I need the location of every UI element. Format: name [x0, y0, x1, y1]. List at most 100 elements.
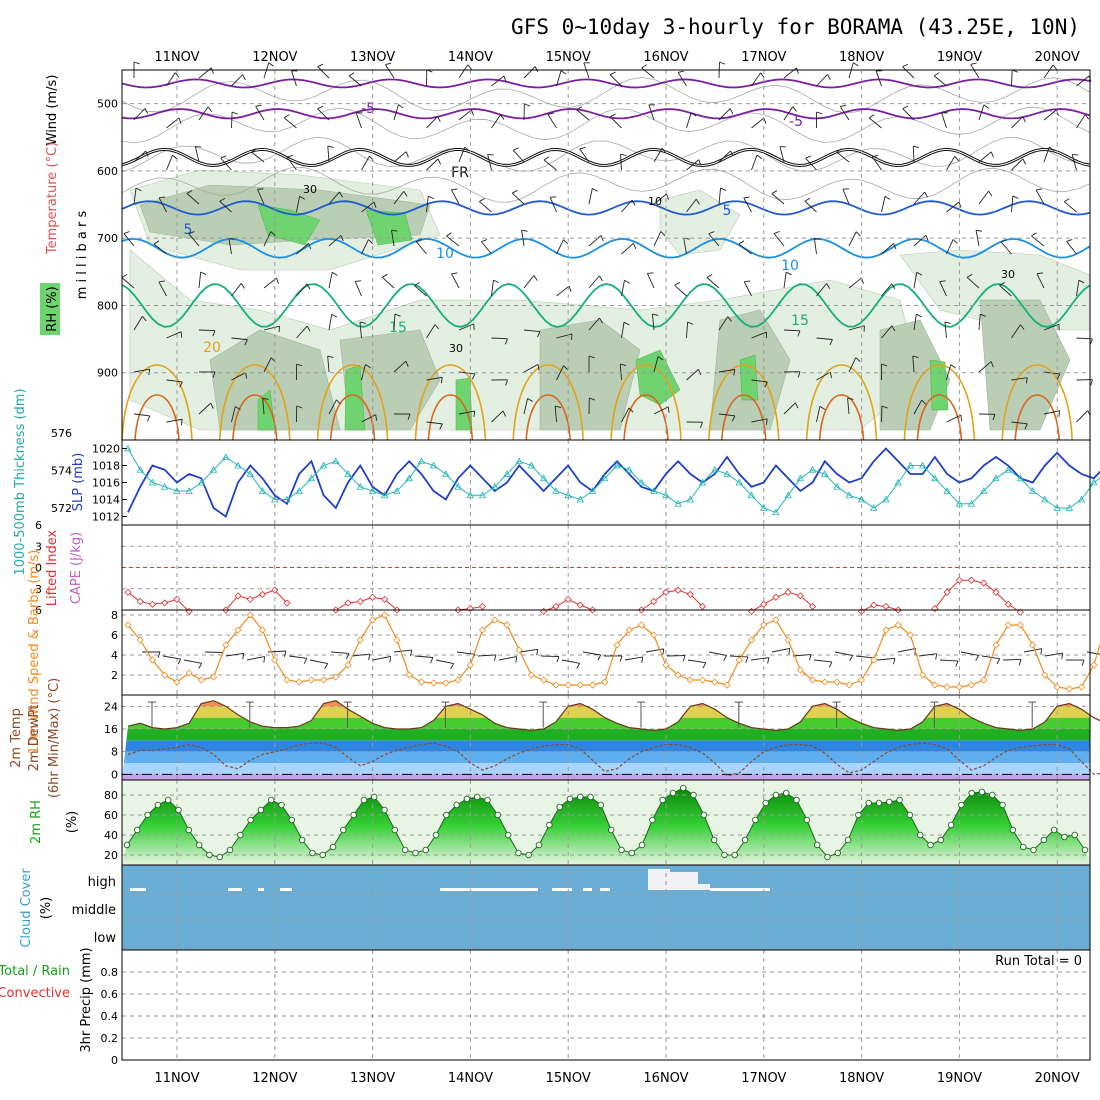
wind-speed-point	[613, 641, 621, 649]
wind-barb	[628, 407, 634, 413]
rh-point	[340, 826, 347, 834]
wind-barb	[1035, 189, 1045, 205]
thickness-point	[711, 465, 719, 473]
thickness-point	[1016, 474, 1025, 482]
wind-speed-point	[1090, 661, 1098, 669]
lifted-index-point	[699, 602, 707, 611]
wind-barb	[1044, 652, 1063, 657]
isotherm-20	[903, 364, 976, 441]
wind-speed-point	[222, 641, 230, 649]
wind-speed-point	[271, 656, 279, 664]
wind-barb	[745, 656, 749, 663]
rh-point	[772, 791, 780, 799]
wind-barb	[902, 105, 909, 110]
rh-point	[288, 816, 296, 824]
rh-point	[195, 841, 203, 849]
lifted-index-point	[809, 602, 817, 611]
thickness-point	[625, 465, 633, 473]
wind-barb	[385, 62, 392, 65]
thickness-point	[796, 474, 805, 482]
thickness-point	[650, 487, 658, 494]
contour-label: 5	[184, 222, 193, 238]
isotherm-line	[121, 282, 1091, 328]
wind-barb	[708, 233, 720, 247]
wind-speed-point	[772, 616, 780, 624]
wind-barb	[804, 200, 817, 213]
lifted-index-point	[576, 601, 584, 609]
wind-barb	[657, 356, 664, 361]
cloud-gap	[710, 888, 770, 891]
rh-point	[206, 851, 213, 859]
date-label-top: 11NOV	[154, 50, 199, 65]
wind-barb	[296, 243, 309, 255]
isotherm-20	[708, 364, 780, 441]
wind-barb	[242, 653, 245, 660]
wind-speed-point	[625, 626, 633, 634]
wind-barb	[491, 114, 501, 129]
rh-area-dark	[539, 319, 641, 431]
wind-barb	[563, 239, 569, 245]
wind-barb	[493, 654, 497, 661]
wind-barb	[133, 316, 143, 331]
rh-point	[175, 806, 182, 814]
rh-point	[401, 846, 409, 854]
wind-barb	[834, 651, 853, 657]
contour-label: 15	[389, 320, 407, 336]
wind-barb	[624, 656, 643, 661]
contour-label: -5	[361, 101, 375, 117]
wind-barb	[750, 657, 769, 661]
wind-barb	[702, 662, 707, 669]
wind-barb	[946, 414, 962, 423]
wind-barb	[902, 108, 915, 121]
cloud-level-label: middle	[72, 903, 116, 918]
wind-barb	[646, 273, 655, 289]
wind-barb	[533, 275, 538, 281]
wind-barb	[324, 663, 329, 669]
wind-barb	[121, 274, 128, 278]
wind-barb	[200, 271, 207, 276]
wind-barb	[219, 200, 232, 213]
wind-barb	[493, 279, 500, 284]
wind-barb	[881, 283, 893, 297]
wind-barb	[1076, 75, 1090, 87]
wind-barb	[700, 422, 703, 428]
lifted-index-line	[751, 591, 813, 612]
wind-barb	[317, 66, 330, 79]
wind-barb	[1066, 239, 1073, 242]
y-tick-label: 0.6	[101, 988, 119, 1001]
cloud-unit-label: (%)	[39, 897, 54, 920]
wind-barb	[619, 364, 622, 381]
thickness-point	[209, 465, 218, 473]
isotherm-25	[623, 394, 669, 441]
wind-barb	[935, 653, 938, 660]
y-tick-label: 24	[104, 700, 118, 713]
wind-barb	[677, 72, 687, 87]
wind-speed-point	[344, 661, 352, 669]
wind-barb	[133, 368, 150, 373]
rh-point	[937, 836, 945, 844]
date-label-bottom: 17NOV	[741, 1071, 786, 1086]
wind-barb	[502, 410, 506, 417]
lifted-index-line	[225, 589, 288, 611]
wind-barb	[145, 150, 149, 157]
rh-point	[989, 791, 996, 799]
wind-barb	[816, 371, 831, 381]
wind-speed-point	[637, 621, 646, 629]
rh-point	[535, 841, 543, 849]
rh-point	[226, 846, 234, 854]
rh-point	[700, 811, 708, 819]
wind-barb	[359, 321, 366, 324]
wind-speed-point	[491, 616, 499, 624]
wind-barb	[415, 241, 427, 255]
rh-point	[886, 798, 893, 806]
wind-barb	[813, 659, 832, 663]
date-label-bottom: 13NOV	[350, 1071, 395, 1086]
wind-speed-point	[210, 673, 218, 681]
wind-barb	[881, 405, 888, 409]
wind-barb	[430, 657, 434, 664]
wind-barb	[391, 229, 398, 232]
isotherm-20	[610, 364, 682, 441]
wind-barb	[641, 67, 655, 79]
wind-barb	[621, 280, 625, 297]
y-tick-right: 1020	[92, 443, 120, 456]
